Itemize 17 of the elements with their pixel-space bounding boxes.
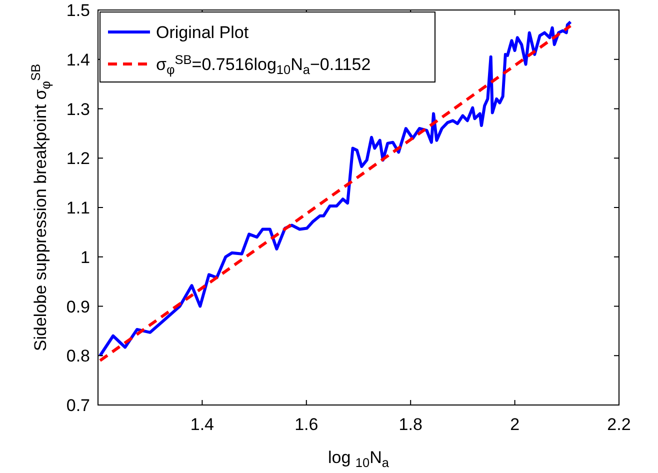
x-axis-title: log $_{10}$N$_{a}$ bbox=[328, 448, 390, 470]
x-tick-label: 1.6 bbox=[294, 415, 318, 434]
y-tick-label: 0.9 bbox=[66, 297, 90, 316]
legend-label: Original Plot bbox=[156, 23, 249, 42]
x-tick-label: 2.2 bbox=[607, 415, 631, 434]
x-tick-label: 1.8 bbox=[398, 415, 422, 434]
legend-label: σ$_{φ}$$^{SB}$=0.7516log$_{10}$N$_{a}$−0.1152 bbox=[156, 52, 371, 77]
x-tick-label: 1.4 bbox=[190, 415, 214, 434]
y-tick-label: 1.1 bbox=[66, 198, 90, 218]
y-tick-label: 1.4 bbox=[66, 50, 90, 70]
y-tick-label: 0.7 bbox=[66, 396, 90, 415]
y-tick-label: 0.8 bbox=[66, 346, 90, 366]
x-tick-label: 2 bbox=[510, 415, 520, 434]
y-tick-label: 1.5 bbox=[66, 1, 90, 20]
y-tick-label: 1 bbox=[80, 248, 90, 267]
y-tick-label: 1.3 bbox=[66, 100, 90, 119]
y-tick-label: 1.2 bbox=[66, 149, 90, 168]
